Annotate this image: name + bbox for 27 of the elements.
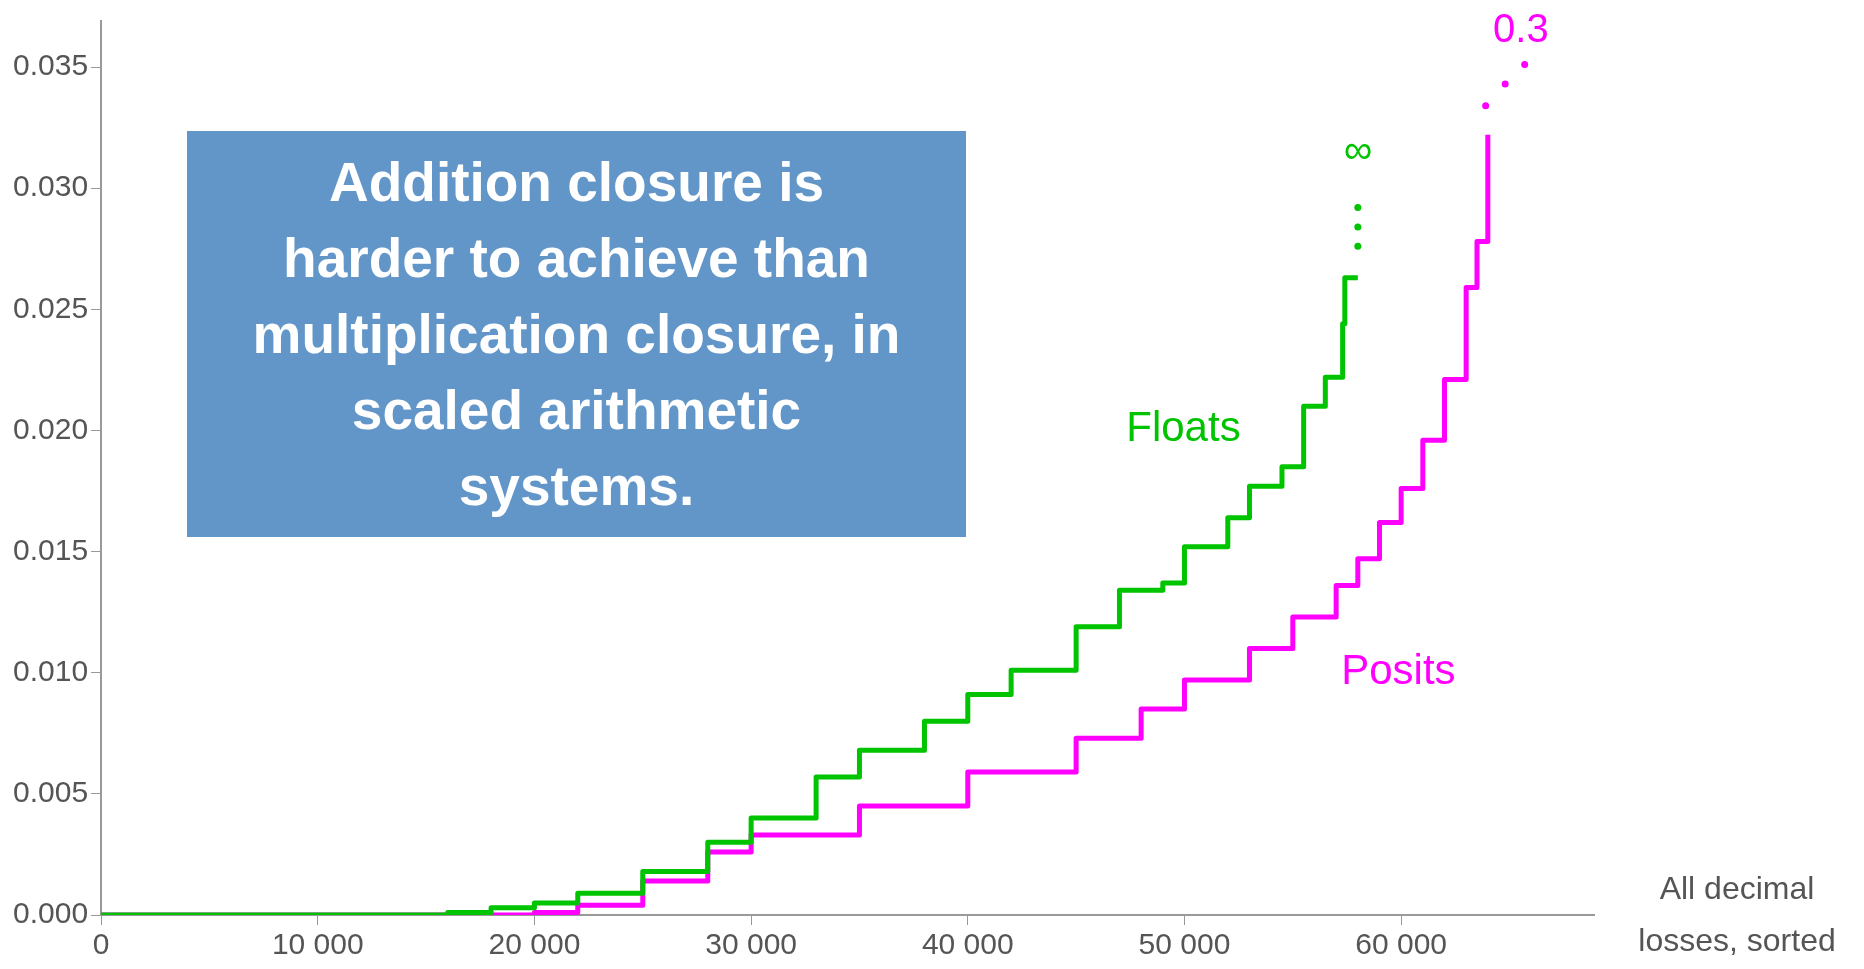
y-tick-label: 0.035 [13,48,89,82]
y-tick-label: 0.020 [13,411,89,445]
y-tick-label: 0.005 [13,775,89,809]
annotation: ∞ [1343,126,1373,171]
point [1482,102,1490,110]
y-tick-label: 0.015 [13,532,89,566]
point [1354,223,1362,231]
x-tick-label: 30 000 [705,927,797,961]
x-tick-label: 40 000 [921,927,1014,961]
point [1354,242,1362,250]
point [1354,204,1362,212]
y-tick-label: 0.010 [13,653,89,687]
y-tick-label: 0.000 [13,896,89,930]
point [1521,61,1529,69]
y-tick-label: 0.030 [13,169,89,203]
series-label: Posits [1341,646,1456,694]
x-tick-label: 50 000 [1138,927,1231,961]
annotation: 0.3 [1493,5,1549,50]
series-label: Floats [1126,403,1241,451]
annotation: Addition closure is harder to achieve than multiplication closure, in scaled arithmetic systems. [187,131,966,537]
x-axis-title: All decimal losses, sorted [1638,869,1836,958]
x-tick-label: 60 000 [1355,927,1448,961]
x-tick-label: 20 000 [488,927,581,961]
point [1501,80,1509,88]
x-tick-label: 0 [92,927,110,961]
y-tick-label: 0.025 [13,290,89,324]
x-tick-label: 10 000 [271,927,364,961]
